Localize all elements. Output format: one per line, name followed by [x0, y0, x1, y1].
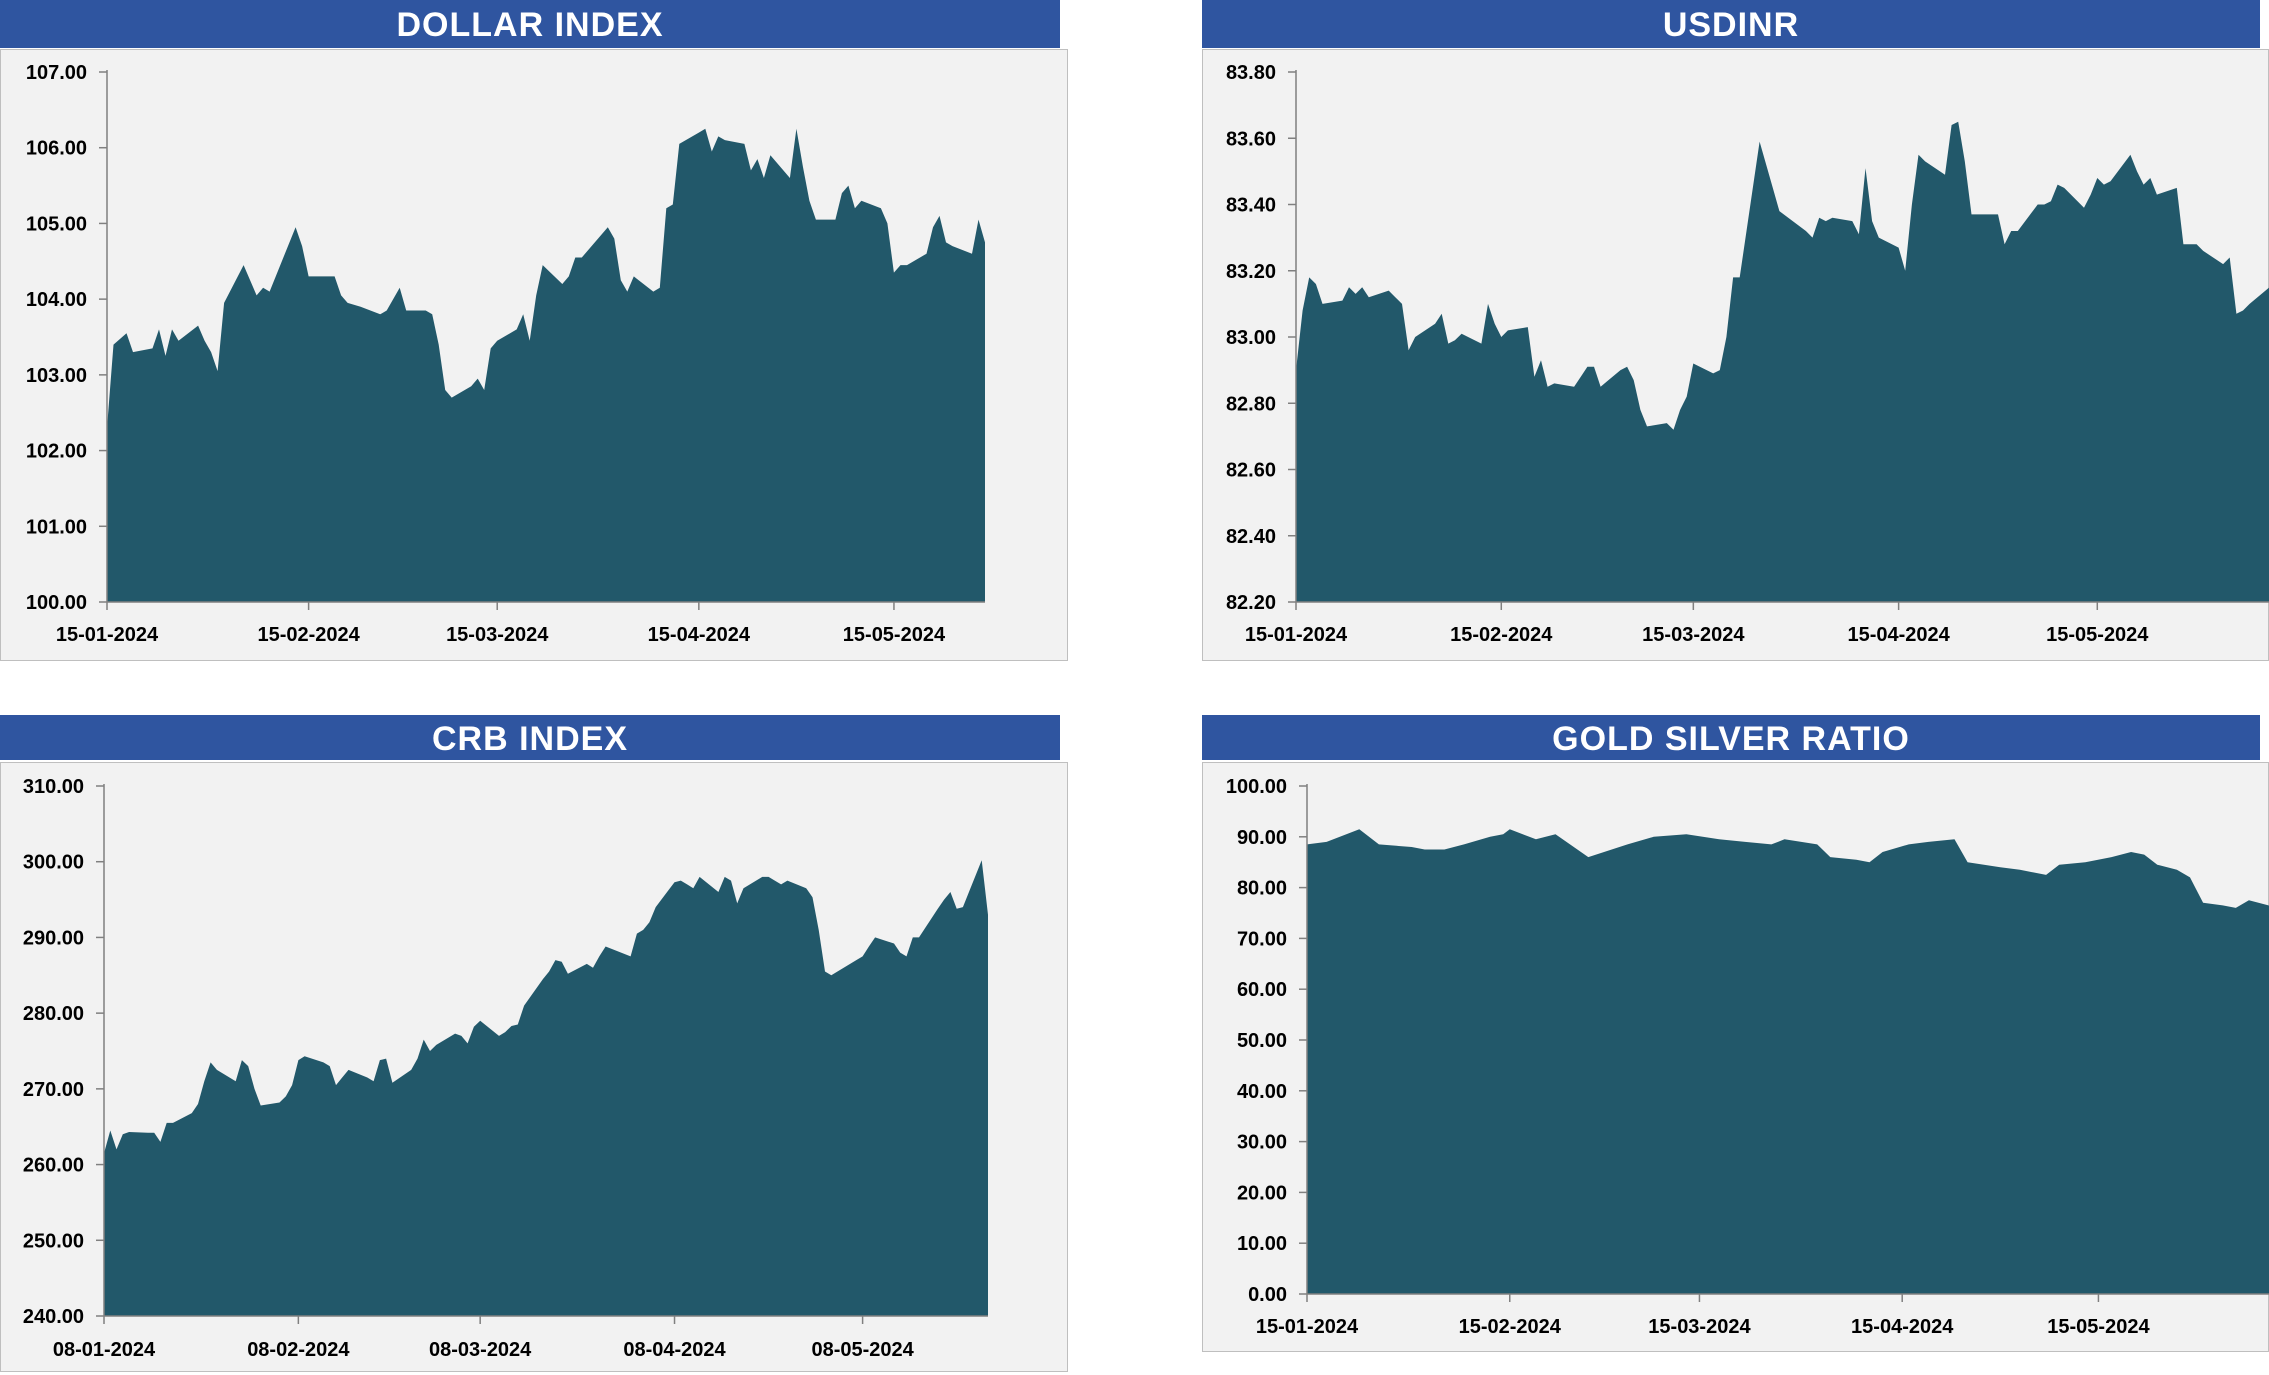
usdinr-chart: 83.80 83.60 83.40 83.20 83.00 82.80 82.60 82.40…: [1226, 62, 2269, 646]
y-tick-label: 240.00: [23, 1306, 84, 1328]
dollar-index-chart: 107.00 106.00 105.00 104.00 103.00 102.00 101.…: [26, 62, 985, 646]
x-tick-label: 08-01-2024: [53, 1339, 156, 1361]
y-tick-label: 83.80: [1226, 62, 1276, 84]
x-tick-label: 15-02-2024: [257, 624, 360, 646]
y-tick-label: 83.00: [1226, 327, 1276, 349]
y-tick-label: 103.00: [26, 365, 87, 387]
y-tick-label: 60.00: [1237, 979, 1287, 1001]
x-tick-label: 08-05-2024: [811, 1339, 914, 1361]
x-tick-label: 15-04-2024: [1851, 1316, 1954, 1338]
x-tick-label: 15-03-2024: [1648, 1316, 1751, 1338]
x-tick-label: 08-02-2024: [247, 1339, 350, 1361]
x-tick-label: 15-01-2024: [1245, 624, 1348, 646]
y-tick-label: 10.00: [1237, 1233, 1287, 1255]
x-tick-label: 08-03-2024: [429, 1339, 532, 1361]
y-tick-label: 82.80: [1226, 393, 1276, 415]
y-tick-label: 82.40: [1226, 526, 1276, 548]
y-tick-label: 290.00: [23, 927, 84, 949]
x-tick-label: 15-03-2024: [446, 624, 549, 646]
y-tick-label: 250.00: [23, 1230, 84, 1252]
x-tick-label: 15-01-2024: [1256, 1316, 1359, 1338]
y-tick-label: 0.00: [1248, 1284, 1287, 1306]
y-tick-label: 83.20: [1226, 261, 1276, 283]
y-tick-label: 104.00: [26, 289, 87, 311]
y-tick-label: 105.00: [26, 213, 87, 235]
y-tick-label: 300.00: [23, 852, 84, 874]
panel-crb-index: CRB INDEX 310.00 300.00 290.00 280.00 270.00…: [0, 715, 1068, 1375]
y-tick-label: 100.00: [1226, 776, 1287, 798]
area-series: [104, 860, 988, 1316]
x-tick-label: 15-05-2024: [2047, 1316, 2150, 1338]
x-tick-label: 15-02-2024: [1450, 624, 1553, 646]
y-tick-label: 270.00: [23, 1079, 84, 1101]
area-series: [107, 128, 985, 603]
y-tick-label: 101.00: [26, 516, 87, 538]
y-tick-label: 310.00: [23, 776, 84, 798]
y-tick-label: 280.00: [23, 1003, 84, 1025]
y-tick-label: 82.60: [1226, 460, 1276, 482]
area-series: [1296, 121, 2269, 602]
y-tick-label: 50.00: [1237, 1030, 1287, 1052]
panel-usdinr: USDINR 83.80 83.60 83.40 83.20 83.00 82.80 82.…: [1202, 0, 2269, 665]
chart-title: CRB INDEX: [0, 715, 1060, 760]
x-tick-label: 08-04-2024: [623, 1339, 726, 1361]
panel-dollar-index: DOLLAR INDEX 107.00 106.00 105.00 104.00 103…: [0, 0, 1068, 665]
chart-title: GOLD SILVER RATIO: [1202, 715, 2260, 760]
y-tick-label: 107.00: [26, 62, 87, 84]
y-tick-label: 20.00: [1237, 1182, 1287, 1204]
y-tick-label: 40.00: [1237, 1081, 1287, 1103]
chart-title: USDINR: [1202, 0, 2260, 48]
chart-title: DOLLAR INDEX: [0, 0, 1060, 48]
crb-index-chart: 310.00 300.00 290.00 280.00 270.00 260.00 250.…: [23, 776, 988, 1361]
y-tick-label: 30.00: [1237, 1132, 1287, 1154]
x-tick-label: 15-03-2024: [1642, 624, 1745, 646]
y-tick-label: 106.00: [26, 138, 87, 160]
x-tick-label: 15-01-2024: [56, 624, 159, 646]
y-tick-label: 70.00: [1237, 928, 1287, 950]
y-tick-label: 102.00: [26, 441, 87, 463]
panel-gold-silver-ratio: GOLD SILVER RATIO 100.00 90.00 80.00 70.00 6…: [1202, 715, 2269, 1375]
y-tick-label: 100.00: [26, 592, 87, 614]
x-tick-label: 15-05-2024: [2046, 624, 2149, 646]
x-tick-label: 15-04-2024: [1847, 624, 1950, 646]
x-tick-label: 15-05-2024: [843, 624, 946, 646]
x-tick-label: 15-02-2024: [1459, 1316, 1562, 1338]
area-series: [1307, 829, 2269, 1294]
y-tick-label: 260.00: [23, 1155, 84, 1177]
y-tick-label: 82.20: [1226, 592, 1276, 614]
y-tick-label: 90.00: [1237, 827, 1287, 849]
x-tick-label: 15-04-2024: [648, 624, 751, 646]
gold-silver-ratio-chart: 100.00 90.00 80.00 70.00 60.00 50.00 40.00 30.0…: [1226, 776, 2269, 1338]
y-tick-label: 83.40: [1226, 195, 1276, 217]
y-tick-label: 83.60: [1226, 128, 1276, 150]
y-tick-label: 80.00: [1237, 878, 1287, 900]
